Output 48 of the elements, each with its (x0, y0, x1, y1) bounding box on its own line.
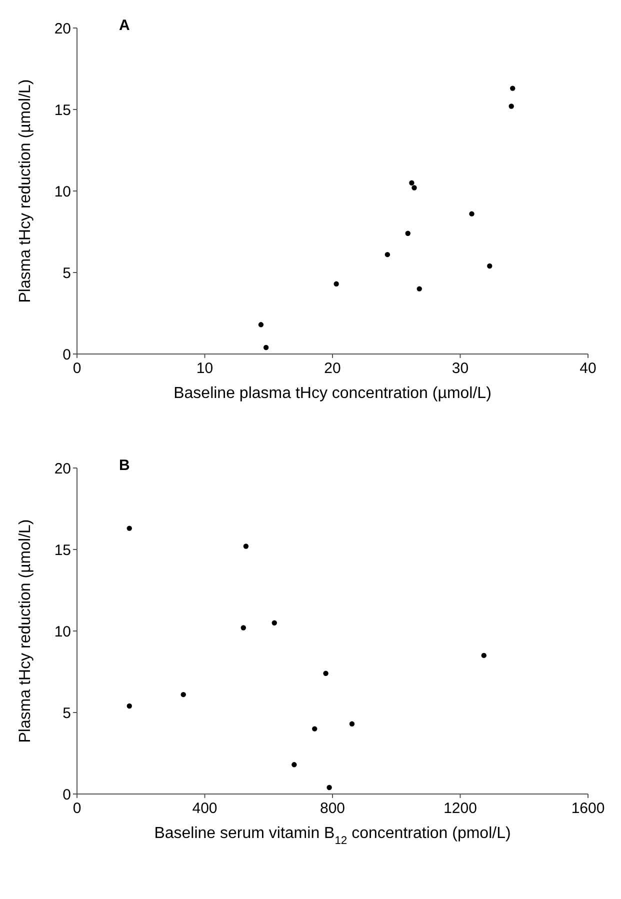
point (412, 185, 417, 190)
point (487, 263, 492, 269)
point (334, 281, 339, 287)
chart-title: A (119, 17, 130, 34)
x-axis-title: Baseline serum vitamin B$_{12}$ concentration (pmol/L) (154, 825, 511, 847)
y-tick-label: 10 (54, 183, 71, 200)
point (126, 526, 132, 531)
point (469, 211, 474, 216)
x-tick-label: 800 (320, 800, 346, 817)
x-tick-label: 40 (580, 360, 596, 377)
y-tick-label: 20 (54, 20, 71, 38)
point (510, 86, 516, 91)
point (349, 721, 355, 727)
point (409, 180, 414, 186)
point (326, 784, 332, 790)
x-tick-label: 1600 (571, 800, 605, 817)
y-axis-title: Plasma tHcy reduction (µmol/L) (17, 519, 34, 743)
point (384, 252, 390, 258)
x-axis-title: Baseline plasma tHcy concentration (µmol/L) (174, 385, 492, 402)
x-tick-label: 400 (192, 800, 218, 817)
point (481, 652, 486, 658)
y-tick-label: 15 (54, 542, 71, 559)
x-tick-label: 20 (324, 360, 341, 377)
chart-title: B (119, 457, 130, 474)
y-tick-label: 10 (54, 623, 71, 640)
x-tick-label: 1200 (444, 800, 477, 817)
y-tick-label: 5 (62, 264, 71, 282)
point (240, 625, 246, 630)
y-tick-label: 20 (54, 460, 71, 478)
x-tick-label: 10 (196, 360, 214, 377)
y-tick-label: 15 (54, 102, 71, 119)
point (180, 692, 186, 698)
y-tick-label: 5 (62, 704, 71, 722)
point (508, 104, 514, 109)
point (243, 544, 249, 549)
point (323, 670, 328, 676)
y-tick-label: 0 (62, 346, 71, 364)
point (292, 762, 297, 768)
point (258, 322, 264, 328)
point (405, 230, 410, 236)
point (312, 726, 318, 732)
x-tick-label: 30 (452, 360, 469, 377)
point (263, 344, 269, 350)
point (126, 703, 132, 709)
y-tick-label: 0 (62, 786, 71, 804)
y-axis-title: Plasma tHcy reduction (µmol/L) (17, 79, 34, 303)
point (272, 620, 277, 626)
point (416, 286, 422, 292)
